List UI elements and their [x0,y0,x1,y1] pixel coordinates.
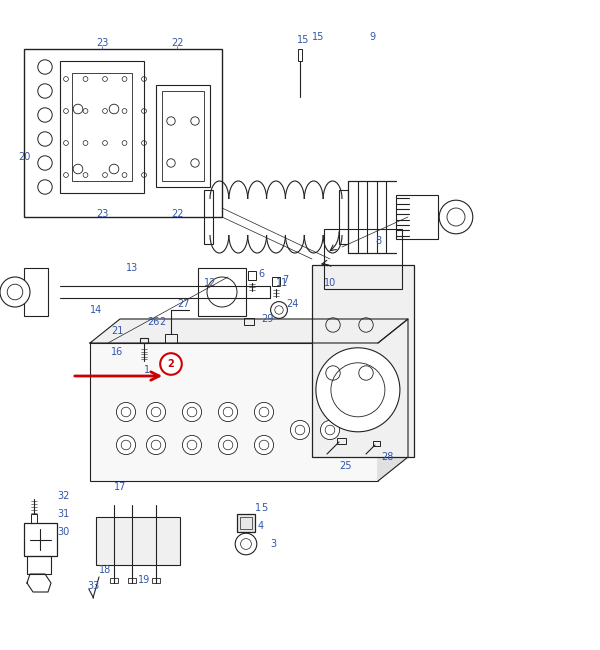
Bar [60,61,144,193]
Bar [24,268,48,316]
Text: 30: 30 [57,527,69,537]
Text: 16: 16 [111,347,123,357]
Bar [337,438,346,444]
Bar [110,578,118,583]
Text: 5: 5 [261,503,267,513]
Circle shape [254,436,274,454]
Text: 13: 13 [126,263,138,273]
Bar [31,514,37,523]
Text: 15: 15 [312,32,324,42]
Text: 15: 15 [297,35,309,45]
Text: 19: 19 [138,575,150,585]
Bar [396,196,438,239]
Text: 12: 12 [204,278,216,288]
Polygon shape [90,319,408,343]
Bar [272,277,280,286]
Bar [248,271,256,280]
Bar [96,517,180,565]
Bar [198,268,246,316]
Circle shape [182,436,202,454]
Bar [298,49,302,61]
Text: 22: 22 [171,209,183,219]
Circle shape [320,421,340,439]
Text: 2: 2 [159,317,165,327]
Circle shape [160,353,182,375]
Bar [324,229,402,289]
Bar [204,190,213,244]
Text: 23: 23 [96,38,108,48]
Text: 23: 23 [96,209,108,219]
Circle shape [290,421,310,439]
Bar [240,517,252,529]
Circle shape [116,402,136,422]
Circle shape [254,402,274,422]
Text: 28: 28 [381,452,393,462]
Text: 29: 29 [261,314,273,324]
Bar [162,91,204,181]
Bar [128,578,136,583]
Text: 22: 22 [171,38,183,48]
Text: 1: 1 [144,365,150,375]
Text: 18: 18 [99,565,111,575]
Text: 20: 20 [18,152,30,162]
Circle shape [116,436,136,454]
Bar [237,514,255,532]
Circle shape [182,402,202,422]
Bar [27,556,51,574]
Text: 8: 8 [375,236,381,246]
Circle shape [146,436,166,454]
Circle shape [146,402,166,422]
Bar [339,190,348,244]
Bar [244,318,254,325]
Circle shape [218,436,238,454]
Text: 21: 21 [111,326,123,336]
Text: 4: 4 [258,521,264,531]
Bar [24,523,57,556]
Bar [373,441,380,446]
Text: 9: 9 [369,32,375,42]
Text: 6: 6 [258,269,264,279]
Text: 27: 27 [177,299,189,309]
Text: 10: 10 [324,278,336,288]
Bar [90,343,378,481]
Text: 25: 25 [339,461,351,471]
Circle shape [218,402,238,422]
Bar [165,334,177,343]
Text: 14: 14 [90,305,102,315]
Circle shape [0,277,30,307]
Text: 31: 31 [57,509,69,519]
Bar [156,85,210,187]
Text: 7: 7 [282,275,288,285]
Text: 26: 26 [147,317,159,327]
Text: 24: 24 [287,299,299,309]
Text: 33: 33 [87,581,99,591]
Bar [140,338,148,343]
Text: 3: 3 [270,539,276,549]
Bar [312,265,414,457]
Text: 2: 2 [167,359,175,369]
Text: 32: 32 [57,491,69,501]
Bar [72,73,132,181]
Text: 1: 1 [255,503,261,513]
Bar [24,49,222,217]
Text: 11: 11 [276,278,288,288]
Text: 17: 17 [114,482,126,492]
Circle shape [439,200,473,234]
Circle shape [316,348,400,432]
Bar [152,578,160,583]
Polygon shape [378,319,408,481]
